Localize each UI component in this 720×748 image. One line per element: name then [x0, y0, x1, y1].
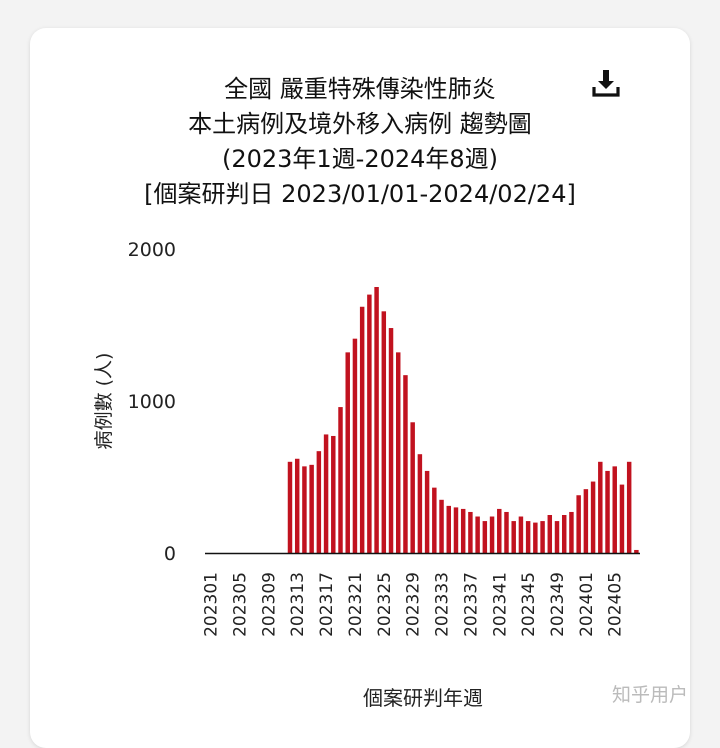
bar [432, 487, 437, 553]
x-tick-label: 202313 [288, 572, 308, 637]
bar [439, 499, 444, 553]
y-axis-label: 病例數 (人) [93, 353, 115, 450]
bar [359, 306, 365, 553]
bar [547, 515, 553, 553]
x-tick-label: 202305 [231, 572, 251, 637]
bar [511, 521, 516, 553]
bar [294, 458, 300, 553]
bar [489, 516, 495, 553]
x-tick-label: 202321 [346, 572, 366, 637]
bar [323, 434, 329, 553]
bar [497, 508, 502, 553]
x-tick-label: 202401 [577, 572, 597, 637]
download-icon[interactable] [590, 66, 622, 100]
x-tick-label: 202341 [490, 572, 510, 637]
bar [518, 516, 524, 553]
bar [403, 375, 408, 553]
y-tick-label: 1000 [128, 391, 176, 413]
x-tick-label: 202337 [461, 572, 481, 637]
bar [619, 484, 625, 553]
x-tick-label: 202309 [259, 572, 279, 637]
bar [453, 507, 459, 553]
bar [583, 489, 589, 553]
bar [634, 549, 639, 553]
bar [525, 521, 531, 553]
bar [316, 451, 322, 553]
bar [468, 511, 473, 553]
x-tick-label: 202317 [317, 572, 337, 637]
bar [482, 521, 488, 553]
y-tick-label: 0 [164, 543, 176, 565]
bar [590, 481, 596, 553]
bar [612, 466, 617, 553]
bar [331, 435, 336, 553]
title-line-1: 全國 嚴重特殊傳染性肺炎 [224, 75, 496, 103]
bar [309, 464, 314, 553]
bar [605, 470, 610, 553]
bar [352, 338, 358, 553]
bar [374, 287, 379, 553]
title-line-3: (2023年1週-2024年8週) [221, 145, 499, 173]
bar [381, 311, 387, 553]
x-tick-label: 202329 [404, 572, 424, 637]
bar [561, 515, 567, 553]
bar [287, 461, 293, 553]
bar-chart: 0 1000 2000 病例數 (人) 202301 202305 202309 202313… [93, 239, 640, 710]
bar [504, 511, 509, 553]
y-tick-label: 2000 [128, 239, 176, 261]
bar [554, 521, 560, 553]
x-tick-label: 202349 [548, 572, 568, 637]
title-line-4: [個案研判日 2023/01/01-2024/02/24] [144, 180, 576, 208]
x-tick-label: 202345 [519, 572, 539, 637]
bar [460, 508, 466, 553]
x-axis-label: 個案研判年週 [363, 686, 483, 710]
x-tick-label: 202405 [606, 572, 626, 637]
chart-title: 全國 嚴重特殊傳染性肺炎 本土病例及境外移入病例 趨勢圖 (2023年1週-20… [40, 72, 680, 212]
bar [338, 407, 343, 553]
bar [345, 352, 350, 553]
bar [388, 328, 394, 553]
bar [533, 522, 538, 553]
x-tick-label: 202333 [433, 572, 453, 637]
bar [367, 294, 372, 553]
bar [475, 516, 480, 553]
bar [396, 352, 401, 553]
x-tick-label: 202301 [202, 572, 222, 637]
bar [446, 505, 451, 553]
bar [598, 461, 603, 553]
bar [626, 461, 632, 553]
bar [410, 422, 415, 553]
bar [540, 521, 545, 553]
bar [424, 470, 430, 553]
bar [576, 495, 581, 553]
x-tick-label: 202325 [375, 572, 395, 637]
bar [417, 454, 423, 553]
watermark: 知乎用户 [612, 684, 689, 706]
bar [302, 466, 307, 553]
bar [569, 511, 574, 553]
title-line-2: 本土病例及境外移入病例 趨勢圖 [188, 110, 532, 138]
